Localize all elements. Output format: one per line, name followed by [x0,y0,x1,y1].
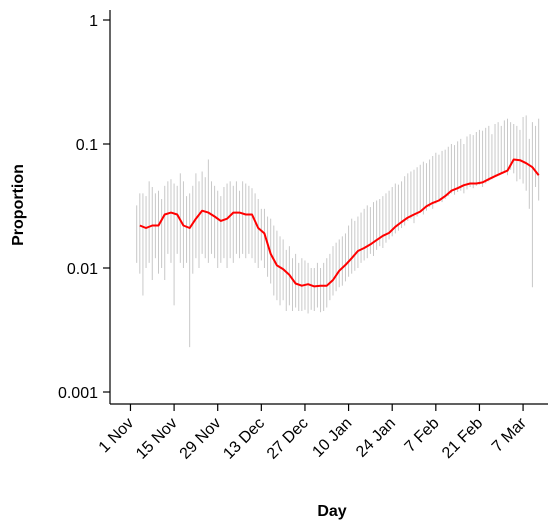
confidence-intervals [136,115,540,348]
x-tick-label-5: 10 Jan [309,415,355,461]
y-ticks: 0.001 0.01 0.1 1 [58,13,110,402]
axes [109,10,548,405]
x-tick-label-9: 7 Mar [489,414,530,455]
trend-line-0 [139,158,540,288]
y-axis-title: Proportion [10,164,27,246]
x-tick-label-6: 24 Jan [353,415,399,461]
y-tick-label-2: 0.1 [76,137,98,154]
x-tick-label-7: 7 Feb [402,415,443,456]
trend-series [139,158,540,288]
y-tick-label-1: 0.01 [67,261,98,278]
x-tick-label-2: 29 Nov [177,415,225,463]
x-axis-title: Day [317,503,346,520]
x-tick-label-4: 27 Dec [264,415,312,463]
x-tick-label-8: 21 Feb [439,415,486,462]
x-tick-label-1: 15 Nov [133,415,181,463]
y-tick-label-0: 0.001 [58,385,98,402]
y-tick-label-3: 1 [89,13,98,30]
x-tick-label-3: 13 Dec [220,415,268,463]
x-tick-label-0: 1 Nov [96,415,138,457]
